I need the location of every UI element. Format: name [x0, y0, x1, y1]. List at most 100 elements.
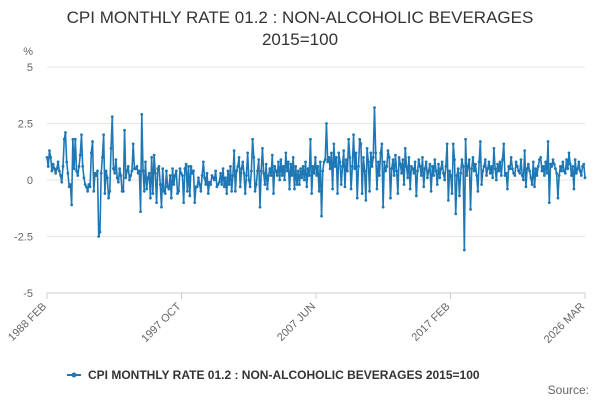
data-point	[82, 176, 86, 180]
data-point	[162, 189, 166, 193]
data-point	[210, 174, 214, 177]
x-tick-label: 2017 FEB	[410, 301, 453, 344]
data-point	[368, 189, 371, 193]
data-point	[145, 187, 149, 191]
data-point	[262, 171, 266, 175]
data-point	[322, 160, 326, 164]
data-point	[323, 158, 327, 162]
data-point	[220, 183, 224, 186]
data-point	[296, 169, 300, 173]
data-point	[358, 137, 362, 141]
data-point	[54, 171, 58, 175]
data-point	[165, 169, 168, 173]
data-point	[128, 178, 131, 182]
data-point	[403, 146, 407, 150]
data-point	[422, 185, 426, 189]
data-point	[195, 185, 199, 189]
data-point	[76, 174, 80, 177]
data-point	[291, 156, 295, 159]
data-point	[396, 192, 400, 195]
x-tick-label: 2007 JUN	[275, 301, 318, 344]
data-point	[119, 174, 123, 177]
data-point	[551, 158, 555, 162]
data-point	[513, 174, 517, 177]
x-tick-label: 1988 FEB	[6, 301, 49, 344]
data-point	[118, 167, 122, 171]
data-point	[439, 167, 443, 171]
data-point	[316, 165, 320, 168]
data-point	[219, 171, 222, 175]
data-point	[190, 171, 194, 175]
data-point	[204, 183, 208, 186]
data-point	[217, 180, 221, 184]
data-point	[179, 171, 183, 175]
data-point	[550, 165, 554, 168]
data-point	[411, 167, 415, 171]
data-point	[254, 183, 258, 186]
data-point	[490, 165, 493, 168]
data-point	[560, 169, 564, 173]
data-point	[208, 180, 211, 184]
data-point	[156, 167, 160, 171]
data-point	[355, 196, 359, 200]
data-point	[101, 156, 104, 159]
data-point	[485, 174, 488, 177]
data-point	[142, 189, 146, 193]
data-point	[125, 169, 129, 173]
data-point	[174, 169, 178, 173]
data-point	[327, 156, 331, 159]
data-point	[538, 158, 541, 162]
data-point	[461, 165, 465, 168]
data-point	[419, 174, 423, 177]
data-point	[157, 165, 161, 168]
data-point	[240, 167, 243, 171]
data-point	[427, 169, 431, 173]
data-point	[274, 169, 278, 173]
data-point	[166, 185, 170, 189]
data-point	[448, 169, 451, 173]
data-point	[522, 178, 525, 182]
data-point	[574, 171, 578, 175]
source-label: Source:	[548, 383, 589, 397]
data-point	[433, 158, 437, 162]
data-point	[438, 176, 442, 180]
data-point	[200, 174, 204, 177]
data-point	[459, 171, 463, 175]
data-point	[131, 142, 135, 146]
data-point	[214, 169, 218, 173]
data-point	[437, 162, 440, 166]
data-point	[394, 153, 397, 157]
data-point	[94, 174, 98, 177]
data-point	[349, 187, 353, 191]
data-point	[502, 142, 506, 146]
data-point	[140, 113, 144, 116]
data-point	[486, 167, 490, 171]
data-point	[509, 156, 513, 159]
data-point	[279, 158, 283, 162]
data-point	[336, 192, 339, 195]
data-point	[366, 160, 370, 164]
data-point	[309, 137, 312, 141]
data-point	[188, 194, 192, 198]
data-point	[297, 183, 301, 186]
data-point	[68, 183, 72, 186]
data-point	[507, 165, 511, 168]
data-point	[517, 169, 520, 173]
data-point	[526, 162, 530, 166]
data-point	[121, 189, 125, 193]
data-point	[578, 169, 582, 173]
data-point	[278, 178, 282, 182]
chart-title-line-1: CPI MONTHLY RATE 01.2 : NON-ALCOHOLIC BE…	[67, 8, 534, 27]
data-point	[514, 160, 518, 164]
data-point	[161, 167, 165, 171]
data-point	[542, 174, 546, 177]
data-point	[66, 171, 70, 175]
data-point	[155, 201, 158, 205]
data-point	[306, 167, 310, 171]
data-point	[407, 156, 411, 159]
data-point	[117, 180, 120, 184]
data-point	[503, 174, 507, 177]
data-point	[570, 174, 573, 177]
data-point	[237, 156, 241, 159]
data-point	[362, 156, 365, 159]
